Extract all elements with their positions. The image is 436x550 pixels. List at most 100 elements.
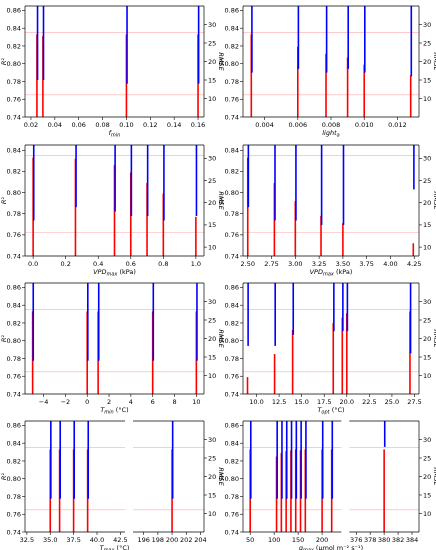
y-left-tick-label: 0.78 (7, 78, 21, 86)
y-left-tick-label: 0.82 (7, 168, 21, 176)
y-left-tick-label: 0.80 (225, 189, 239, 197)
x-tick-label: 22.5 (362, 398, 376, 406)
x-tick-label: 35.0 (43, 536, 57, 544)
y-left-tick-label: 0.74 (7, 528, 21, 536)
y-left-tick-label: 0.80 (7, 475, 21, 483)
y-right-tick-label: 30 (423, 298, 431, 306)
y-left-tick-label: 0.74 (225, 390, 239, 398)
y-left-tick-label: 0.76 (225, 96, 239, 104)
y-right-tick-label: 25 (423, 316, 431, 324)
y-left-tick-label: 0.80 (225, 337, 239, 345)
chart-vpdmax_a: 0.0 0.2 0.4 0.6 0.8 1.0 0.74 0.76 0.78 0.80 0.82 0.… (0, 144, 225, 278)
y-right-tick-label: 10 (208, 510, 216, 518)
y-right-tick-label: 15 (208, 491, 216, 499)
y-right-tick-label: 10 (423, 95, 431, 103)
y-left-tick-label: 0.82 (7, 42, 21, 50)
x-tick-label: 25.0 (385, 398, 399, 406)
y-right-tick-label: 15 (208, 353, 216, 361)
x-tick-label: 2.50 (241, 260, 255, 268)
y-left-tick-label: 0.84 (7, 302, 21, 310)
y-left-tick-label: 0.80 (7, 189, 21, 197)
y-right-tick-label: 20 (423, 199, 431, 207)
x-tick-label: 12.5 (272, 398, 286, 406)
x-axis-label: lighta (322, 129, 339, 139)
y-left-tick-label: 0.76 (7, 96, 21, 104)
y-left-axis-label: R² (218, 58, 226, 66)
y-left-tick-label: 0.74 (7, 252, 21, 260)
x-tick-label: 0.6 (126, 260, 136, 268)
x-tick-label: 0.004 (255, 121, 274, 129)
x-tick-label: 4 (129, 398, 133, 406)
y-right-tick-label: 25 (208, 39, 216, 47)
x-tick-label: 382 (392, 536, 404, 544)
y-right-tick-label: 10 (423, 510, 431, 518)
y-left-tick-label: 0.78 (7, 355, 21, 363)
y-right-tick-label: 10 (208, 95, 216, 103)
y-left-tick-label: 0.78 (225, 493, 239, 501)
x-tick-label: 0.10 (119, 121, 133, 129)
x-tick-label: −2 (61, 398, 71, 406)
x-tick-label: 0.8 (158, 260, 168, 268)
y-left-tick-label: 0.78 (225, 355, 239, 363)
y-left-axis-label: R² (0, 197, 8, 205)
x-tick-label: 0.0 (28, 260, 38, 268)
y-left-axis-label: R² (0, 335, 8, 343)
x-tick-label: 198 (152, 536, 164, 544)
chart-topt: 10.0 12.5 15.0 17.5 20.0 22.5 25.0 27.5 0.74 0.76… (218, 282, 436, 416)
y-right-tick-label: 30 (208, 298, 216, 306)
y-left-tick-label: 0.76 (225, 511, 239, 519)
y-right-axis-label: RMSE (217, 52, 225, 71)
x-tick-label: 50 (246, 536, 254, 544)
y-left-tick-label: 0.86 (7, 7, 21, 15)
y-left-tick-label: 0.78 (7, 210, 21, 218)
x-tick-label: 10 (192, 398, 200, 406)
x-tick-label: 0.02 (24, 121, 38, 129)
x-tick-label: 3.25 (312, 260, 326, 268)
x-tick-label: 3.75 (359, 260, 373, 268)
y-right-tick-label: 25 (208, 177, 216, 185)
x-tick-label: 196 (137, 536, 149, 544)
y-right-axis-label: RMSE (432, 191, 436, 210)
y-left-tick-label: 0.74 (225, 113, 239, 121)
y-right-tick-label: 20 (208, 335, 216, 343)
x-tick-label: 4.25 (407, 260, 421, 268)
y-right-tick-label: 25 (208, 454, 216, 462)
chart-tmax: 32.5 35.0 37.5 40.0 42.5 196 198 200 202 204 0.74 0… (0, 420, 225, 550)
y-right-axis-label: RMSE (432, 329, 436, 348)
x-tick-label: 0 (85, 398, 89, 406)
y-right-tick-label: 20 (423, 58, 431, 66)
y-left-tick-label: 0.74 (225, 252, 239, 260)
y-left-tick-label: 0.80 (7, 337, 21, 345)
x-tick-label: 32.5 (20, 536, 34, 544)
y-left-tick-label: 0.76 (225, 231, 239, 239)
x-tick-label: 8 (172, 398, 176, 406)
y-left-tick-label: 0.84 (7, 25, 21, 33)
y-left-tick-label: 0.84 (7, 147, 21, 155)
chart-fmin: 0.02 0.04 0.06 0.08 0.10 0.12 0.14 0.16 0.74 0.76… (0, 5, 225, 139)
y-left-axis-label: R² (218, 335, 226, 343)
y-right-tick-label: 15 (208, 221, 216, 229)
x-tick-label: 204 (194, 536, 206, 544)
y-right-tick-label: 25 (423, 39, 431, 47)
x-tick-label: 380 (378, 536, 390, 544)
y-left-tick-label: 0.86 (7, 422, 21, 430)
y-right-tick-label: 30 (423, 155, 431, 163)
y-left-tick-label: 0.82 (225, 457, 239, 465)
y-left-tick-label: 0.78 (7, 493, 21, 501)
y-right-tick-label: 10 (423, 243, 431, 251)
x-tick-label: 0.006 (288, 121, 307, 129)
y-right-tick-label: 15 (208, 76, 216, 84)
x-tick-label: 4.00 (383, 260, 397, 268)
x-tick-label: 202 (180, 536, 192, 544)
y-right-tick-label: 10 (208, 243, 216, 251)
x-tick-label: 0.14 (167, 121, 181, 129)
x-tick-label: 3.50 (336, 260, 350, 268)
x-axis-label: Tmax (°C) (100, 544, 130, 550)
x-tick-label: 0.16 (191, 121, 205, 129)
x-tick-label: 27.5 (407, 398, 421, 406)
x-axis-label: gmax (µmol m⁻² s⁻¹) (299, 544, 363, 550)
y-left-tick-label: 0.80 (225, 60, 239, 68)
x-axis-label: Topt (°C) (317, 406, 344, 416)
x-tick-label: 200 (166, 536, 178, 544)
